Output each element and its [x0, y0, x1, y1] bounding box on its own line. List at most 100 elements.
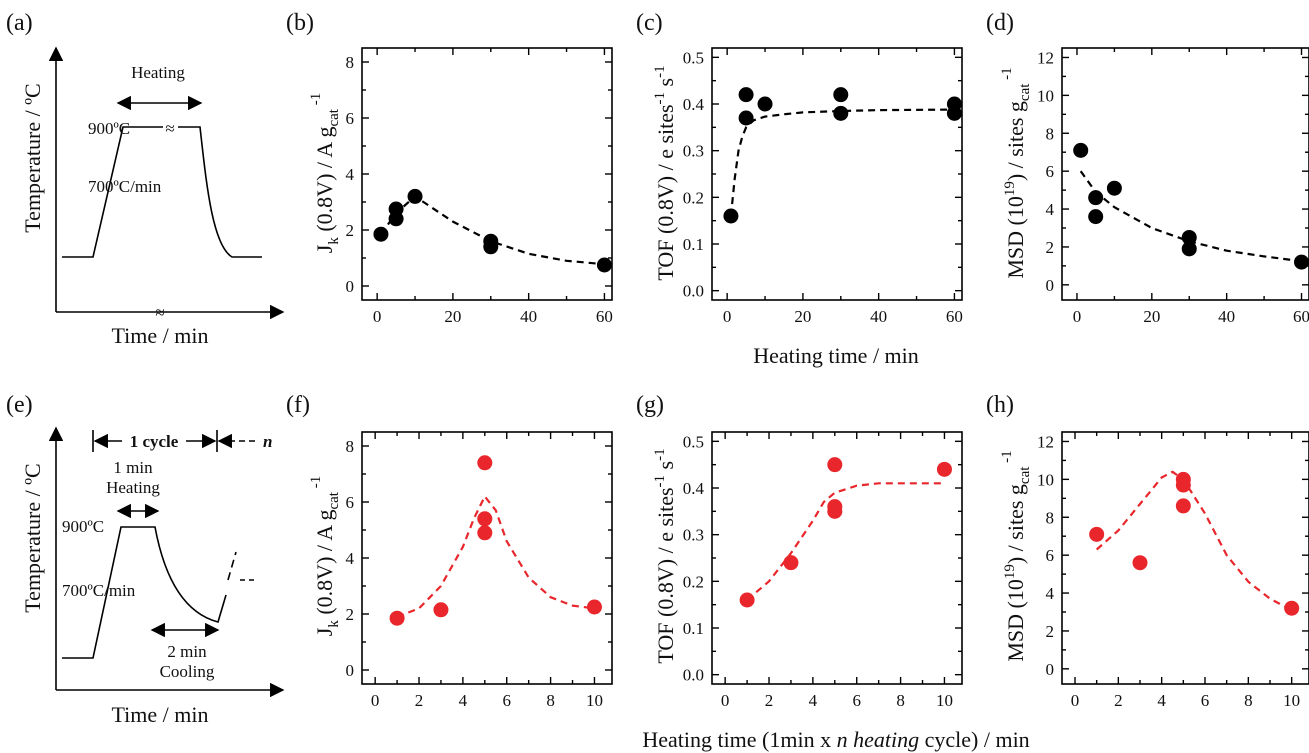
- annotation-1-min: 1 min: [113, 458, 153, 477]
- temperature-profile-cooling: [178, 126, 262, 258]
- data-point: [738, 110, 754, 126]
- annotation-rate: 700ºC/min: [88, 177, 162, 196]
- panel-e: (e) Temperature / ºC Time / min 1 cycle …: [6, 392, 285, 727]
- y-tick-label: 6: [1046, 162, 1055, 181]
- ylabel-jk: Jk (0.8V) / A gcat -1: [308, 476, 342, 636]
- y-tick-label: 6: [346, 109, 355, 128]
- svg-text:Jk (0.8V) / A gcat -1: Jk (0.8V) / A gcat -1: [308, 93, 342, 253]
- x-tick-label: 4: [1157, 691, 1166, 710]
- fit-line: [1095, 470, 1293, 612]
- y-tick-label: 0.1: [683, 619, 704, 638]
- panel-label-f: (f): [286, 392, 310, 418]
- annotation-rate: 700ºC/min: [62, 581, 136, 600]
- data-point: [596, 257, 612, 273]
- data-point: [833, 87, 849, 103]
- annotation-900c: 900ºC: [62, 517, 104, 536]
- y-tick-label: 0.3: [683, 142, 704, 161]
- data-point: [483, 239, 499, 255]
- data-point: [586, 599, 602, 615]
- y-tick-label: 0: [1046, 660, 1055, 679]
- data-point: [1175, 477, 1191, 493]
- data-point: [388, 201, 404, 217]
- data-point: [827, 457, 843, 473]
- x-tick-label: 4: [459, 691, 468, 710]
- data-point: [1175, 498, 1191, 514]
- y-tick-label: 8: [346, 437, 355, 456]
- x-tick-label: 8: [546, 691, 555, 710]
- data-point: [1089, 526, 1105, 542]
- x-tick-label: 40: [870, 307, 887, 326]
- data-point: [757, 96, 773, 112]
- x-tick-label: 40: [1218, 307, 1235, 326]
- data-point: [433, 602, 449, 618]
- ylabel-msd: MSD (1019) / sites gcat -1: [999, 450, 1033, 661]
- y-tick-label: 4: [346, 549, 355, 568]
- y-tick-label: 4: [1046, 584, 1055, 603]
- schematic-xlabel: Time / min: [112, 323, 209, 348]
- data-point: [477, 455, 493, 471]
- svg-text:TOF (0.8V) / e sites-1 s-1: TOF (0.8V) / e sites-1 s-1: [652, 65, 678, 280]
- y-tick-label: 0.1: [683, 235, 704, 254]
- y-tick-label: 12: [1037, 48, 1054, 67]
- svg-text:Jk (0.8V) / A gcat -1: Jk (0.8V) / A gcat -1: [308, 476, 342, 636]
- plot-b: 0 20 40 60 0 2 4 6 8: [346, 47, 613, 326]
- data-point: [936, 461, 952, 477]
- y-tick-label: 0.3: [683, 526, 704, 545]
- x-tick-label: 60: [1293, 307, 1309, 326]
- panel-label-g: (g): [636, 392, 664, 418]
- data-point: [723, 208, 739, 224]
- y-tick-label: 2: [346, 221, 355, 240]
- data-point: [783, 555, 799, 571]
- x-tick-label: 10: [586, 691, 603, 710]
- data-point: [1284, 600, 1300, 616]
- x-tick-label: 0: [1073, 307, 1082, 326]
- panel-a: (a) Temperature / ºC Time / min ≈ ≈ Heat…: [6, 10, 285, 348]
- shared-xlabel-bottom: Heating time (1min x n heating cycle) / …: [642, 727, 1029, 752]
- panel-label-c: (c): [636, 10, 663, 36]
- panel-label-d: (d): [986, 10, 1014, 36]
- ylabel-msd: MSD (1019) / sites gcat -1: [999, 67, 1033, 278]
- y-tick-label: 2: [346, 605, 355, 624]
- schematic-xlabel: Time / min: [112, 702, 209, 727]
- y-tick-label: 0: [1046, 276, 1055, 295]
- y-tick-label: 8: [346, 53, 355, 72]
- annotation-1-cycle: 1 cycle: [130, 432, 179, 451]
- data-point: [833, 105, 849, 121]
- x-tick-label: 2: [765, 691, 774, 710]
- data-point: [389, 610, 405, 626]
- y-tick-label: 0.4: [683, 95, 705, 114]
- plot-frame: [1061, 47, 1309, 301]
- x-tick-label: 2: [415, 691, 424, 710]
- x-tick-label: 40: [520, 307, 537, 326]
- svg-text:TOF (0.8V) / e sites-1 s-1: TOF (0.8V) / e sites-1 s-1: [652, 448, 678, 663]
- plot-frame: [361, 47, 613, 301]
- annotation-900c: 900ºC: [88, 119, 130, 138]
- plot-d: 0 20 40 60 0 2 4 6 8 10 12: [1037, 47, 1309, 326]
- y-tick-label: 10: [1037, 470, 1054, 489]
- panel-label-e: (e): [6, 392, 33, 418]
- y-tick-label: 4: [1046, 200, 1055, 219]
- annotation-heating: Heating: [106, 478, 160, 497]
- fit-line: [729, 108, 955, 217]
- y-tick-label: 12: [1037, 432, 1054, 451]
- y-tick-label: 6: [1046, 546, 1055, 565]
- cycle-continuation: [227, 551, 237, 581]
- cycle-temperature-profile: [62, 526, 227, 659]
- annotation-heating: Heating: [131, 63, 185, 82]
- x-tick-label: 0: [373, 307, 382, 326]
- y-tick-label: 0.2: [683, 188, 704, 207]
- data-point: [1088, 190, 1104, 206]
- x-tick-label: 20: [444, 307, 461, 326]
- annotation-n: n: [263, 432, 272, 451]
- plot-g: 0 2 4 6 8 10 0.0 0.1 0.2 0.3 0.4 0.5: [683, 431, 963, 710]
- data-point: [1132, 555, 1148, 571]
- x-tick-label: 6: [852, 691, 861, 710]
- y-tick-label: 2: [1046, 622, 1055, 641]
- data-point: [1294, 254, 1309, 270]
- y-tick-label: 0.0: [683, 666, 704, 685]
- x-tick-label: 0: [723, 307, 732, 326]
- y-tick-label: 0.5: [683, 432, 704, 451]
- y-tick-label: 8: [1046, 124, 1055, 143]
- data-point: [739, 592, 755, 608]
